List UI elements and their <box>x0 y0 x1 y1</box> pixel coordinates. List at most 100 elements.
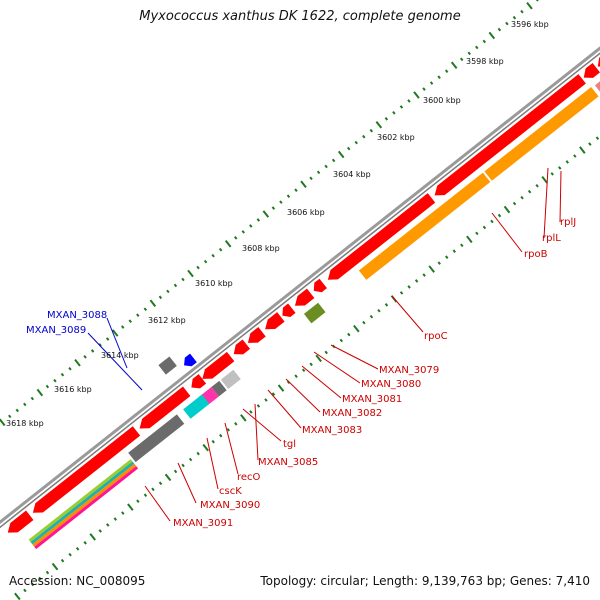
outer-tick <box>15 408 19 413</box>
gene-label: MXAN_3090 <box>200 500 260 511</box>
scale-label: 3610 kbp <box>195 279 233 288</box>
inner-tick <box>309 362 313 367</box>
outer-tick <box>30 396 35 401</box>
outer-tick <box>279 200 283 204</box>
inner-tick <box>369 314 374 319</box>
outer-tick <box>218 247 223 252</box>
inner-tick <box>60 558 65 563</box>
gene-label: MXAN_3089 <box>26 325 86 336</box>
inner-tick <box>240 414 247 422</box>
inner-tick <box>151 487 155 492</box>
inner-tick <box>414 279 419 283</box>
inner-tick <box>353 324 360 333</box>
inner-tick <box>219 433 223 438</box>
gene-label: tgl <box>283 439 296 450</box>
inner-tick <box>362 320 366 325</box>
outer-tick <box>23 402 27 407</box>
inner-tick <box>565 160 569 164</box>
outer-tick <box>0 418 6 427</box>
scale-label: 3612 kbp <box>148 316 186 325</box>
tgl-gene <box>220 369 241 390</box>
inner-tick <box>264 398 268 402</box>
scale-label: 3614 kbp <box>101 351 139 360</box>
inner-tick <box>75 546 80 551</box>
inner-tick <box>51 562 59 571</box>
outer-tick <box>166 289 170 294</box>
inner-tick <box>527 189 532 194</box>
leader-line <box>313 351 361 384</box>
leader-line <box>330 344 379 370</box>
outer-tick <box>512 15 517 20</box>
gene-label: cscK <box>219 486 242 497</box>
leader-line <box>242 408 282 442</box>
outer-tick <box>294 188 298 193</box>
scale-label: 3602 kbp <box>377 133 415 142</box>
scale-label: 3618 kbp <box>6 419 44 428</box>
outer-tick <box>450 61 458 70</box>
rpoC-gene <box>358 172 491 280</box>
inner-tick <box>45 570 50 575</box>
scale-label: 3600 kbp <box>423 96 461 105</box>
outer-tick <box>8 414 12 419</box>
inner-tick <box>89 533 96 541</box>
outer-tick <box>346 146 351 151</box>
gene-segment <box>327 193 436 280</box>
outer-tick <box>90 349 95 353</box>
inner-tick <box>497 213 502 218</box>
inner-tick <box>541 176 548 184</box>
inner-tick <box>422 273 426 277</box>
outer-tick <box>392 111 396 115</box>
outer-tick <box>384 117 389 121</box>
outer-tick <box>36 388 44 397</box>
outer-scale-ticks <box>0 0 539 427</box>
leader-line <box>267 389 302 429</box>
inner-tick <box>226 427 231 432</box>
inner-tick <box>158 481 163 486</box>
outer-tick <box>286 194 291 198</box>
cscK-gene <box>183 394 210 419</box>
inner-tick <box>377 308 381 313</box>
inner-tick <box>315 354 322 363</box>
outer-tick <box>136 313 140 317</box>
outer-tick <box>105 337 110 341</box>
stripe <box>28 459 133 543</box>
outer-tick <box>203 259 208 264</box>
inner-tick <box>324 350 328 355</box>
inner-tick <box>384 302 389 307</box>
outer-tick <box>375 121 383 129</box>
outer-tick <box>300 180 307 189</box>
leader-line <box>224 422 239 475</box>
inner-tick <box>98 529 102 533</box>
outer-tick <box>173 283 178 288</box>
accession-text: Accession: NC_008095 <box>9 574 146 588</box>
inner-tick <box>482 225 487 230</box>
outer-tick <box>482 39 487 44</box>
gene-segment <box>597 57 600 67</box>
leader-line <box>87 332 143 391</box>
gene-label: MXAN_3079 <box>379 365 439 376</box>
inner-tick <box>490 219 494 224</box>
leader-line <box>206 437 219 490</box>
gene-segment <box>247 327 266 343</box>
inner-tick <box>466 235 473 244</box>
leader-line <box>285 378 321 413</box>
outer-tick <box>475 45 479 50</box>
gene-segment <box>233 339 251 355</box>
inner-tick <box>588 142 592 146</box>
outer-tick <box>429 81 434 85</box>
inner-tick <box>271 392 276 396</box>
inner-tick <box>347 332 351 337</box>
outer-tick <box>467 51 471 56</box>
inner-tick <box>520 195 524 200</box>
backbone-track <box>0 46 600 529</box>
gene-segment <box>191 374 207 389</box>
inner-tick <box>460 243 464 248</box>
inner-tick <box>106 523 110 527</box>
inner-tick <box>211 439 215 444</box>
gene-segment <box>7 510 34 533</box>
outer-tick <box>143 307 148 312</box>
inner-tick <box>407 285 411 289</box>
outer-tick <box>158 295 163 300</box>
outer-tick <box>149 299 157 308</box>
